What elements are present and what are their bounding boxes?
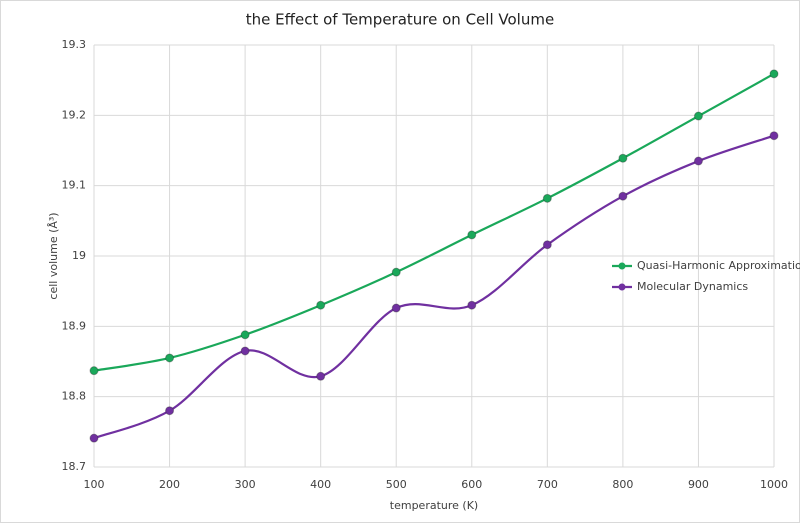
data-point <box>391 267 401 277</box>
data-point <box>165 406 175 416</box>
data-point <box>769 69 779 79</box>
y-axis-label: cell volume (Å³) <box>47 212 60 299</box>
x-tick-label: 900 <box>688 478 709 491</box>
x-tick-label: 500 <box>386 478 407 491</box>
legend-marker <box>618 283 626 291</box>
legend-marker <box>618 262 626 270</box>
x-axis-label: temperature (K) <box>390 499 478 512</box>
data-point <box>693 111 703 121</box>
data-point <box>618 153 628 163</box>
data-point <box>618 191 628 201</box>
y-tick-label: 18.7 <box>62 460 87 473</box>
y-tick-label: 19 <box>72 249 86 262</box>
y-tick-label: 19.3 <box>62 38 87 51</box>
x-tick-label: 400 <box>310 478 331 491</box>
x-tick-label: 200 <box>159 478 180 491</box>
legend-label: Molecular Dynamics <box>637 280 748 293</box>
data-point <box>542 193 552 203</box>
data-point <box>467 230 477 240</box>
data-point <box>316 300 326 310</box>
legend-label: Quasi-Harmonic Approximation <box>637 259 800 272</box>
x-tick-label: 800 <box>612 478 633 491</box>
data-point <box>316 371 326 381</box>
x-tick-label: 300 <box>235 478 256 491</box>
series-line <box>93 134 775 440</box>
data-point <box>542 240 552 250</box>
x-tick-label: 700 <box>537 478 558 491</box>
data-point <box>89 366 99 376</box>
data-point <box>89 433 99 443</box>
x-tick-label: 1000 <box>760 478 788 491</box>
data-point <box>467 300 477 310</box>
data-point <box>391 303 401 313</box>
y-tick-label: 18.8 <box>62 390 87 403</box>
data-point <box>165 353 175 363</box>
y-tick-label: 19.2 <box>62 108 87 121</box>
data-point <box>240 346 250 356</box>
chart-title: the Effect of Temperature on Cell Volume <box>246 11 554 29</box>
data-point <box>240 330 250 340</box>
data-point <box>769 131 779 141</box>
x-tick-label: 600 <box>461 478 482 491</box>
x-tick-label: 100 <box>84 478 105 491</box>
series-line <box>93 72 775 372</box>
y-tick-label: 18.9 <box>62 319 87 332</box>
data-point <box>693 156 703 166</box>
y-tick-label: 19.1 <box>62 179 87 192</box>
